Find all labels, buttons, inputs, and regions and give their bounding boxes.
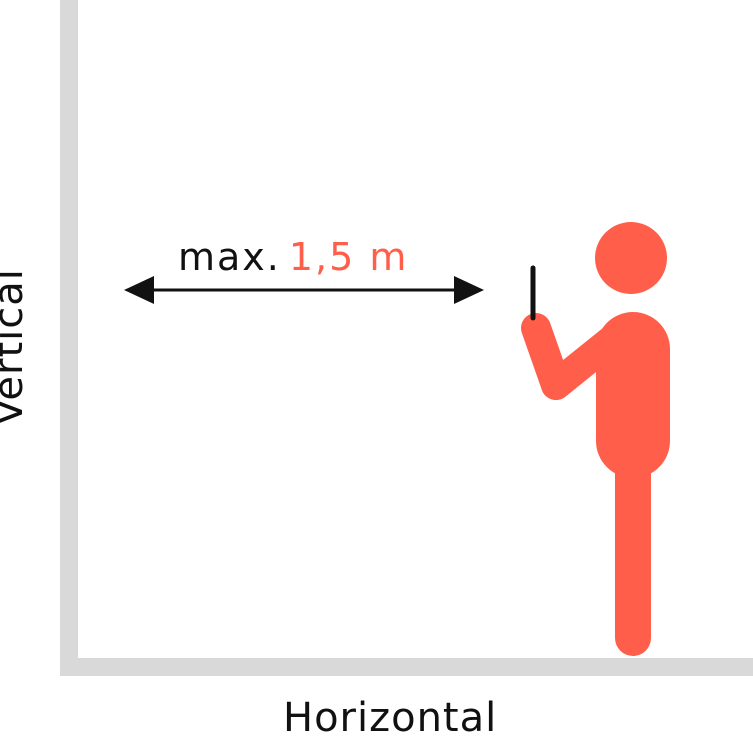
- person-forearm: [521, 313, 571, 400]
- horizontal-axis-line: [60, 658, 753, 676]
- person-head: [595, 222, 667, 294]
- horizontal-axis-label: Horizontal: [283, 695, 498, 741]
- double-headed-arrow-icon: [124, 276, 484, 304]
- person-with-phone-icon: [521, 222, 670, 656]
- distance-prefix: max.: [178, 235, 281, 279]
- person-leg: [615, 440, 651, 656]
- distance-value: 1,5 m: [288, 235, 409, 279]
- vertical-axis-label: Vertical: [0, 268, 32, 426]
- vertical-axis-line: [60, 0, 78, 676]
- distance-label: max. 1,5 m: [178, 238, 408, 276]
